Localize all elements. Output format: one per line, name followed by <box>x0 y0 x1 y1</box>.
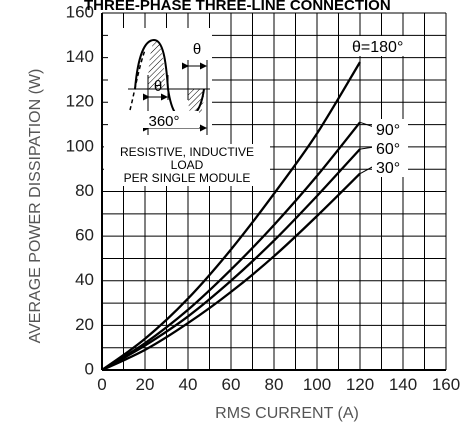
x-tick-label: 0 <box>97 375 106 394</box>
series-curves <box>101 61 375 372</box>
tick-labels: 0 20 40 60 80 100 120 140 160 0 20 40 60 80 100 120 140 1… <box>66 2 461 394</box>
series-leader-60 <box>359 146 375 150</box>
series-line-180 <box>101 61 361 371</box>
series-label-60: 60° <box>376 141 400 158</box>
series-label-180-bg <box>348 36 420 56</box>
load-annotation: RESISTIVE, INDUCTIVE LOAD PER SINGLE MOD… <box>104 144 270 186</box>
x-tick-label: 160 <box>432 375 460 394</box>
series-label-90-bg <box>372 119 408 139</box>
x-tick-label: 80 <box>265 375 284 394</box>
series-label-30: 30° <box>376 160 400 177</box>
period-label: 360° <box>148 113 179 130</box>
y-tick-label: 0 <box>85 359 94 378</box>
theta-top-label: θ <box>193 41 201 58</box>
annotation-line-1: RESISTIVE, INDUCTIVE <box>120 145 254 159</box>
annotation-line-2: LOAD <box>171 158 204 172</box>
y-tick-label: 160 <box>66 2 94 21</box>
y-tick-label: 80 <box>75 181 94 200</box>
y-tick-label: 20 <box>75 315 94 334</box>
axes <box>101 13 446 371</box>
series-label-90: 90° <box>376 122 400 139</box>
waveform-inset: θ θ 360° <box>108 28 212 144</box>
x-tick-label: 60 <box>222 375 241 394</box>
series-leader-90 <box>359 121 375 128</box>
x-tick-label: 100 <box>303 375 331 394</box>
annotation-line-3: PER SINGLE MODULE <box>124 171 251 185</box>
chart-title: THREE-PHASE THREE-LINE CONNECTION <box>84 0 391 14</box>
x-tick-label: 140 <box>389 375 417 394</box>
y-tick-label: 140 <box>66 47 94 66</box>
series-line-30 <box>101 172 361 372</box>
y-tick-label: 40 <box>75 270 94 289</box>
y-tick-label: 60 <box>75 226 94 245</box>
y-axis-title: AVERAGE POWER DISSIPATION (W) <box>27 69 44 344</box>
negative-half-wave-shaded <box>188 89 204 118</box>
series-line-90 <box>101 121 361 371</box>
sine-dashed-part <box>129 49 146 111</box>
annotation-background <box>104 144 270 186</box>
theta-inner-label: θ <box>154 78 162 95</box>
series-label-180: θ=180° <box>352 39 403 56</box>
period-label-bg <box>133 111 199 128</box>
x-axis-title: RMS CURRENT (A) <box>215 405 359 422</box>
x-tick-label: 40 <box>179 375 198 394</box>
series-line-60 <box>101 148 361 371</box>
y-tick-label: 100 <box>66 136 94 155</box>
x-tick-label: 20 <box>136 375 155 394</box>
half-wave-shaded <box>148 40 165 89</box>
x-tick-label: 120 <box>346 375 374 394</box>
y-tick-label: 120 <box>66 92 94 111</box>
series-leader-30 <box>359 165 375 175</box>
series-label-60-bg <box>372 138 408 158</box>
series-labels: θ=180° 90° 60° 30° <box>348 36 420 177</box>
series-label-30-bg <box>372 157 408 177</box>
